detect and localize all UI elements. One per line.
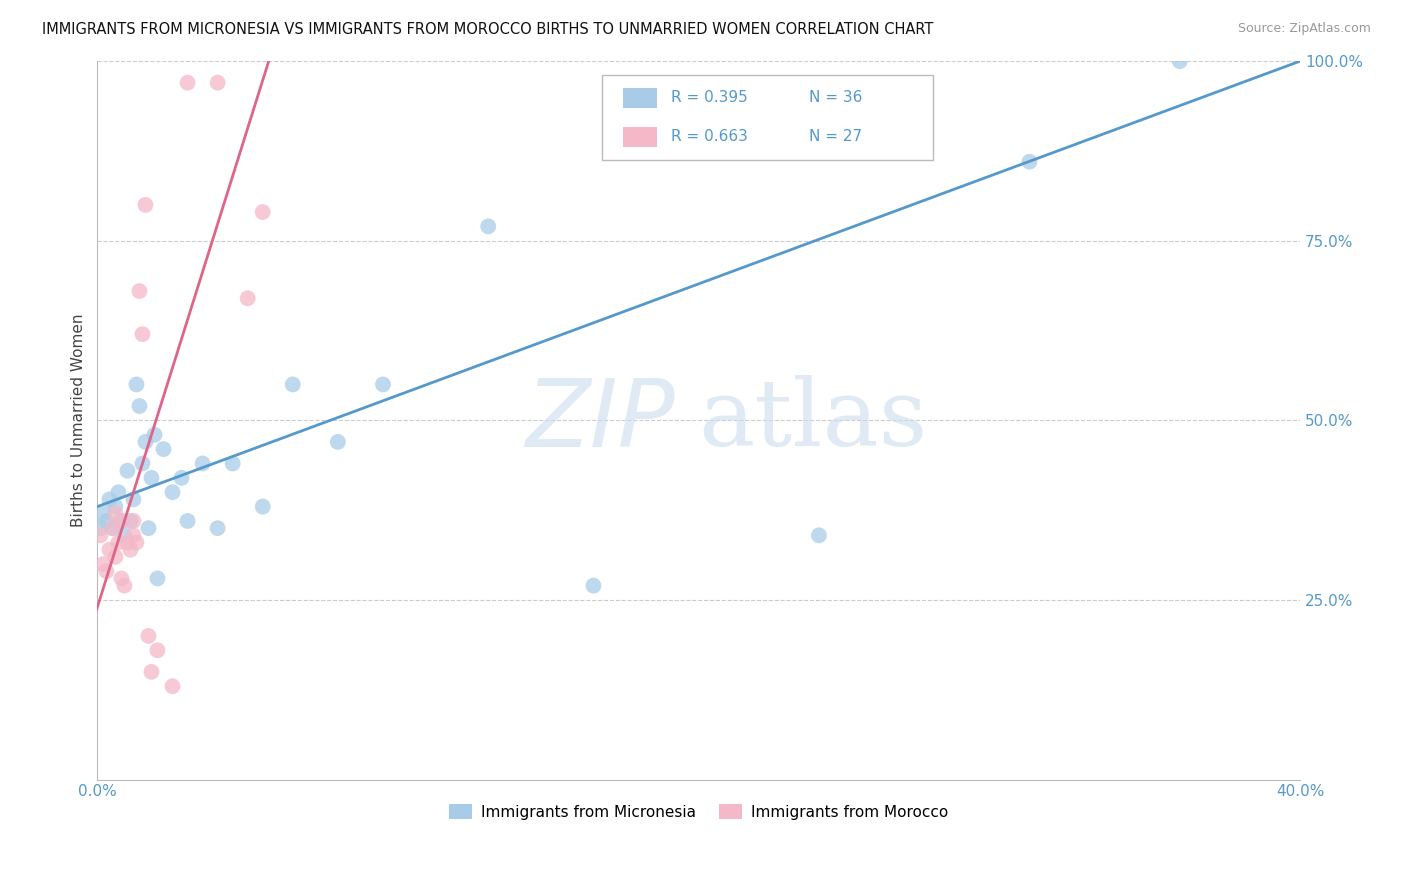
Point — [162, 485, 184, 500]
Point — [176, 76, 198, 90]
Point — [162, 679, 184, 693]
Point — [122, 528, 145, 542]
Point — [128, 284, 150, 298]
Point — [120, 542, 142, 557]
Point — [107, 535, 129, 549]
Text: IMMIGRANTS FROM MICRONESIA VS IMMIGRANTS FROM MOROCCO BIRTHS TO UNMARRIED WOMEN : IMMIGRANTS FROM MICRONESIA VS IMMIGRANTS… — [42, 22, 934, 37]
Point — [89, 528, 111, 542]
Point — [117, 464, 139, 478]
Point — [152, 442, 174, 456]
FancyBboxPatch shape — [603, 75, 934, 160]
Point — [138, 629, 160, 643]
Point — [207, 76, 229, 90]
Text: Source: ZipAtlas.com: Source: ZipAtlas.com — [1237, 22, 1371, 36]
Point — [236, 291, 259, 305]
Point — [93, 557, 115, 571]
Text: atlas: atlas — [699, 376, 928, 466]
FancyBboxPatch shape — [623, 127, 657, 146]
Point — [207, 521, 229, 535]
Point — [125, 377, 148, 392]
FancyBboxPatch shape — [623, 87, 657, 108]
Point — [252, 500, 274, 514]
Point — [221, 457, 243, 471]
Point — [170, 471, 193, 485]
Point — [104, 507, 127, 521]
Point — [110, 514, 132, 528]
Text: N = 36: N = 36 — [810, 90, 863, 105]
Point — [1168, 54, 1191, 69]
Text: ZIP: ZIP — [524, 375, 675, 466]
Point — [807, 528, 830, 542]
Point — [112, 579, 135, 593]
Point — [134, 434, 156, 449]
Point — [477, 219, 499, 234]
Point — [141, 665, 163, 679]
Point — [134, 198, 156, 212]
Text: N = 27: N = 27 — [810, 129, 862, 145]
Point — [122, 492, 145, 507]
Point — [96, 564, 118, 578]
Point — [120, 514, 142, 528]
Point — [125, 535, 148, 549]
Point — [96, 514, 118, 528]
Point — [98, 492, 121, 507]
Point — [582, 579, 605, 593]
Point — [326, 434, 349, 449]
Point — [101, 521, 124, 535]
Point — [131, 457, 153, 471]
Point — [122, 514, 145, 528]
Point — [89, 521, 111, 535]
Y-axis label: Births to Unmarried Women: Births to Unmarried Women — [72, 314, 86, 527]
Point — [110, 514, 132, 528]
Point — [1018, 154, 1040, 169]
Point — [281, 377, 304, 392]
Point — [101, 521, 124, 535]
Point — [104, 500, 127, 514]
Point — [138, 521, 160, 535]
Point — [110, 571, 132, 585]
Point — [143, 427, 166, 442]
Legend: Immigrants from Micronesia, Immigrants from Morocco: Immigrants from Micronesia, Immigrants f… — [443, 798, 955, 826]
Point — [141, 471, 163, 485]
Point — [112, 528, 135, 542]
Point — [176, 514, 198, 528]
Point — [131, 327, 153, 342]
Point — [93, 507, 115, 521]
Point — [146, 643, 169, 657]
Point — [104, 549, 127, 564]
Point — [128, 399, 150, 413]
Text: R = 0.663: R = 0.663 — [671, 129, 748, 145]
Point — [107, 485, 129, 500]
Point — [146, 571, 169, 585]
Point — [252, 205, 274, 219]
Point — [191, 457, 214, 471]
Text: R = 0.395: R = 0.395 — [671, 90, 748, 105]
Point — [371, 377, 394, 392]
Point — [98, 542, 121, 557]
Point — [117, 535, 139, 549]
